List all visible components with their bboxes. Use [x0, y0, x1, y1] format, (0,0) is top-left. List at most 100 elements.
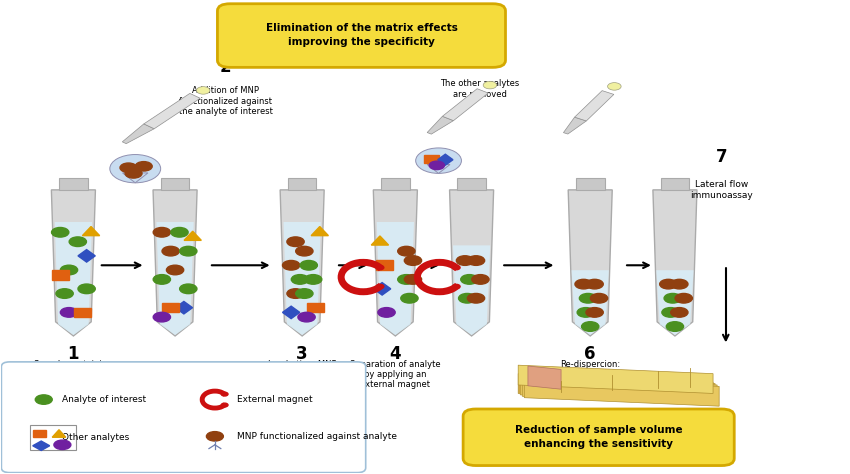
Bar	[74, 308, 91, 317]
Circle shape	[416, 148, 462, 173]
Text: Analyte of interest: Analyte of interest	[62, 395, 146, 404]
Polygon shape	[280, 190, 324, 336]
Bar	[52, 270, 69, 280]
Polygon shape	[82, 227, 99, 236]
Bar	[457, 178, 486, 190]
Circle shape	[54, 440, 71, 449]
Circle shape	[296, 289, 313, 298]
Circle shape	[207, 432, 224, 441]
Circle shape	[120, 163, 137, 173]
Circle shape	[287, 237, 304, 246]
Bar	[60, 178, 88, 190]
Bar	[381, 178, 410, 190]
Circle shape	[60, 265, 77, 275]
Circle shape	[377, 284, 384, 289]
Circle shape	[405, 274, 422, 284]
Circle shape	[398, 246, 415, 256]
Circle shape	[608, 82, 621, 90]
Circle shape	[287, 289, 304, 298]
Circle shape	[221, 392, 228, 396]
Circle shape	[179, 246, 197, 256]
Polygon shape	[568, 190, 612, 336]
Circle shape	[458, 293, 476, 303]
Circle shape	[377, 265, 384, 270]
Circle shape	[282, 261, 300, 270]
Circle shape	[586, 308, 604, 317]
Polygon shape	[453, 246, 490, 335]
Circle shape	[452, 265, 460, 270]
Polygon shape	[153, 190, 197, 336]
Text: Addition of MNP
functionalized against
the analyte of interest: Addition of MNP functionalized against t…	[179, 86, 273, 116]
Circle shape	[153, 312, 171, 322]
Circle shape	[292, 274, 309, 284]
Bar	[576, 178, 604, 190]
Circle shape	[468, 256, 484, 265]
Circle shape	[580, 293, 597, 303]
Polygon shape	[33, 441, 49, 450]
Circle shape	[110, 155, 161, 183]
Polygon shape	[450, 190, 494, 336]
Polygon shape	[571, 270, 609, 335]
Circle shape	[221, 403, 228, 407]
Polygon shape	[282, 306, 300, 319]
Bar	[161, 178, 190, 190]
Text: Elimination of the matrix effects
improving the specificity: Elimination of the matrix effects improv…	[265, 23, 457, 47]
Circle shape	[60, 308, 77, 317]
Text: Incubation: MNP
recognizes specifically
the analyte of interest: Incubation: MNP recognizes specifically …	[255, 359, 349, 389]
Circle shape	[581, 322, 599, 331]
Text: 7: 7	[716, 148, 728, 166]
Text: Reduction of sample volume
enhancing the sensitivity: Reduction of sample volume enhancing the…	[515, 425, 683, 449]
Polygon shape	[524, 378, 719, 406]
Circle shape	[196, 87, 210, 94]
Polygon shape	[51, 190, 95, 336]
Polygon shape	[122, 173, 148, 183]
Bar	[307, 303, 324, 312]
Bar	[31, 425, 76, 450]
Text: 2: 2	[220, 58, 232, 76]
Circle shape	[472, 274, 489, 284]
Polygon shape	[175, 301, 192, 314]
Polygon shape	[311, 227, 328, 236]
Polygon shape	[442, 89, 488, 120]
Polygon shape	[518, 365, 713, 393]
Circle shape	[591, 293, 608, 303]
Polygon shape	[156, 222, 194, 335]
Polygon shape	[575, 91, 614, 121]
Circle shape	[401, 293, 418, 303]
Text: 4: 4	[389, 346, 401, 364]
Circle shape	[660, 279, 677, 289]
Circle shape	[300, 261, 317, 270]
Polygon shape	[564, 117, 586, 134]
Circle shape	[398, 274, 415, 284]
Polygon shape	[377, 222, 414, 335]
Polygon shape	[373, 283, 391, 295]
Polygon shape	[184, 231, 201, 240]
Circle shape	[675, 293, 693, 303]
Circle shape	[153, 228, 171, 237]
Polygon shape	[656, 270, 694, 335]
Text: Re-dispercion:
Concentration of
analyte in less volume: Re-dispercion: Concentration of analyte …	[543, 359, 638, 389]
Polygon shape	[78, 250, 95, 262]
Polygon shape	[528, 366, 561, 389]
Text: External magnet: External magnet	[237, 395, 313, 404]
Text: Separation of analyte
by applying an
external magnet: Separation of analyte by applying an ext…	[350, 359, 440, 389]
Text: Other analytes: Other analytes	[62, 433, 130, 442]
Polygon shape	[52, 430, 65, 438]
Circle shape	[304, 274, 322, 284]
Polygon shape	[144, 93, 201, 129]
Circle shape	[671, 279, 688, 289]
Polygon shape	[427, 164, 450, 173]
Circle shape	[296, 246, 313, 256]
Circle shape	[452, 284, 460, 289]
Circle shape	[468, 293, 484, 303]
Polygon shape	[54, 222, 92, 335]
Circle shape	[167, 265, 184, 275]
FancyBboxPatch shape	[463, 409, 734, 465]
Bar	[162, 303, 179, 312]
Circle shape	[135, 162, 152, 171]
Circle shape	[78, 284, 95, 293]
Bar	[33, 430, 46, 438]
Circle shape	[664, 293, 682, 303]
Polygon shape	[122, 124, 154, 144]
Polygon shape	[371, 236, 388, 245]
